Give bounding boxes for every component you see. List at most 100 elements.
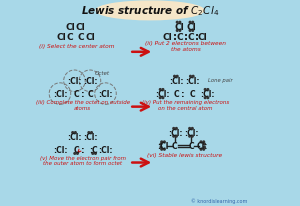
Text: (iv) Put the remaining electrons
on the central atom: (iv) Put the remaining electrons on the … bbox=[142, 99, 229, 110]
Circle shape bbox=[176, 30, 178, 32]
Text: C: C bbox=[73, 145, 79, 154]
Circle shape bbox=[176, 76, 178, 78]
Circle shape bbox=[173, 128, 175, 130]
Circle shape bbox=[92, 153, 94, 154]
Circle shape bbox=[204, 97, 206, 99]
Text: C: C bbox=[88, 90, 93, 99]
Text: :Cl:: :Cl: bbox=[83, 76, 98, 85]
Circle shape bbox=[200, 141, 202, 143]
Circle shape bbox=[200, 149, 202, 150]
Circle shape bbox=[74, 132, 76, 134]
Text: Cl: Cl bbox=[65, 23, 75, 32]
Circle shape bbox=[72, 132, 74, 134]
Circle shape bbox=[189, 128, 190, 130]
Text: (i) Select the center atom: (i) Select the center atom bbox=[39, 44, 114, 49]
Text: :Cl: :Cl bbox=[158, 141, 169, 150]
Circle shape bbox=[74, 153, 76, 154]
Text: (vi) Stable lewis structure: (vi) Stable lewis structure bbox=[147, 152, 222, 157]
Text: Cl:: Cl: bbox=[197, 141, 208, 150]
Text: :: : bbox=[181, 90, 185, 99]
Circle shape bbox=[173, 136, 175, 137]
Circle shape bbox=[192, 30, 194, 32]
Text: :: : bbox=[81, 145, 85, 154]
Text: C: C bbox=[73, 90, 79, 99]
Text: :Cl:: :Cl: bbox=[83, 132, 98, 142]
Text: C: C bbox=[177, 33, 183, 42]
Text: Cl: Cl bbox=[174, 23, 184, 32]
Text: :Cl:: :Cl: bbox=[168, 128, 183, 137]
Circle shape bbox=[161, 141, 163, 143]
Text: :: : bbox=[195, 32, 199, 42]
Text: :Cl:: :Cl: bbox=[67, 132, 82, 142]
Text: :Cl:: :Cl: bbox=[169, 76, 184, 85]
Text: C: C bbox=[67, 33, 74, 42]
Circle shape bbox=[159, 89, 161, 91]
Text: Lone pair: Lone pair bbox=[208, 77, 233, 82]
Text: C: C bbox=[91, 145, 97, 154]
Circle shape bbox=[189, 22, 191, 24]
Circle shape bbox=[161, 149, 163, 150]
Circle shape bbox=[88, 132, 90, 134]
Circle shape bbox=[179, 30, 181, 32]
Text: Cl: Cl bbox=[198, 33, 208, 42]
Circle shape bbox=[176, 22, 178, 24]
Circle shape bbox=[176, 128, 177, 130]
Circle shape bbox=[162, 97, 164, 99]
Text: Cl: Cl bbox=[163, 33, 172, 42]
Text: :Cl:: :Cl: bbox=[53, 90, 68, 99]
Circle shape bbox=[160, 147, 162, 148]
Circle shape bbox=[189, 136, 190, 137]
Text: :Cl:: :Cl: bbox=[200, 90, 214, 99]
Text: Cl: Cl bbox=[187, 23, 196, 32]
Circle shape bbox=[176, 136, 177, 137]
Circle shape bbox=[162, 89, 164, 91]
Circle shape bbox=[91, 132, 92, 134]
Circle shape bbox=[164, 141, 165, 143]
Text: (ii) Put 2 electrons between
the atoms: (ii) Put 2 electrons between the atoms bbox=[145, 41, 226, 52]
Circle shape bbox=[204, 147, 205, 148]
Circle shape bbox=[191, 136, 193, 137]
Circle shape bbox=[190, 76, 191, 78]
Circle shape bbox=[76, 153, 78, 154]
Text: C: C bbox=[189, 90, 195, 99]
Text: :: : bbox=[81, 90, 85, 99]
Text: (v) Move the electron pair from
the outer atom to form octet: (v) Move the electron pair from the oute… bbox=[40, 155, 126, 166]
Circle shape bbox=[204, 143, 205, 145]
Circle shape bbox=[159, 97, 161, 99]
Circle shape bbox=[192, 76, 194, 78]
Text: C: C bbox=[173, 90, 179, 99]
Circle shape bbox=[179, 22, 181, 24]
Text: :Cl:: :Cl: bbox=[184, 128, 199, 137]
Text: Cl: Cl bbox=[56, 33, 66, 42]
Text: :: : bbox=[89, 145, 93, 154]
Text: :Cl:: :Cl: bbox=[67, 76, 82, 85]
Circle shape bbox=[192, 22, 194, 24]
Text: Lewis structure of $\mathit{C_2Cl_4}$: Lewis structure of $\mathit{C_2Cl_4}$ bbox=[81, 5, 219, 18]
Text: © knordislearning.com: © knordislearning.com bbox=[191, 197, 247, 203]
Circle shape bbox=[203, 141, 205, 143]
Circle shape bbox=[207, 89, 209, 91]
Circle shape bbox=[160, 143, 162, 145]
Text: :: : bbox=[173, 32, 177, 42]
Text: :Cl:: :Cl: bbox=[98, 145, 113, 154]
Text: Cl: Cl bbox=[85, 33, 95, 42]
Circle shape bbox=[207, 97, 209, 99]
Circle shape bbox=[164, 149, 165, 150]
Text: C: C bbox=[189, 141, 194, 150]
Text: :Cl:: :Cl: bbox=[155, 90, 169, 99]
Circle shape bbox=[191, 128, 193, 130]
Text: C: C bbox=[77, 33, 84, 42]
Text: :Cl:: :Cl: bbox=[98, 90, 113, 99]
Text: Octet: Octet bbox=[95, 71, 110, 76]
Ellipse shape bbox=[96, 2, 204, 21]
Text: :: : bbox=[184, 32, 188, 42]
Text: C: C bbox=[172, 141, 178, 150]
Circle shape bbox=[203, 149, 205, 150]
Text: Cl: Cl bbox=[76, 23, 86, 32]
Text: :Cl:: :Cl: bbox=[53, 145, 68, 154]
Circle shape bbox=[189, 30, 191, 32]
Circle shape bbox=[94, 153, 96, 154]
Text: (iii) Complete the octet on outside
atoms: (iii) Complete the octet on outside atom… bbox=[36, 99, 130, 110]
Text: :Cl:: :Cl: bbox=[185, 76, 199, 85]
Circle shape bbox=[204, 89, 206, 91]
